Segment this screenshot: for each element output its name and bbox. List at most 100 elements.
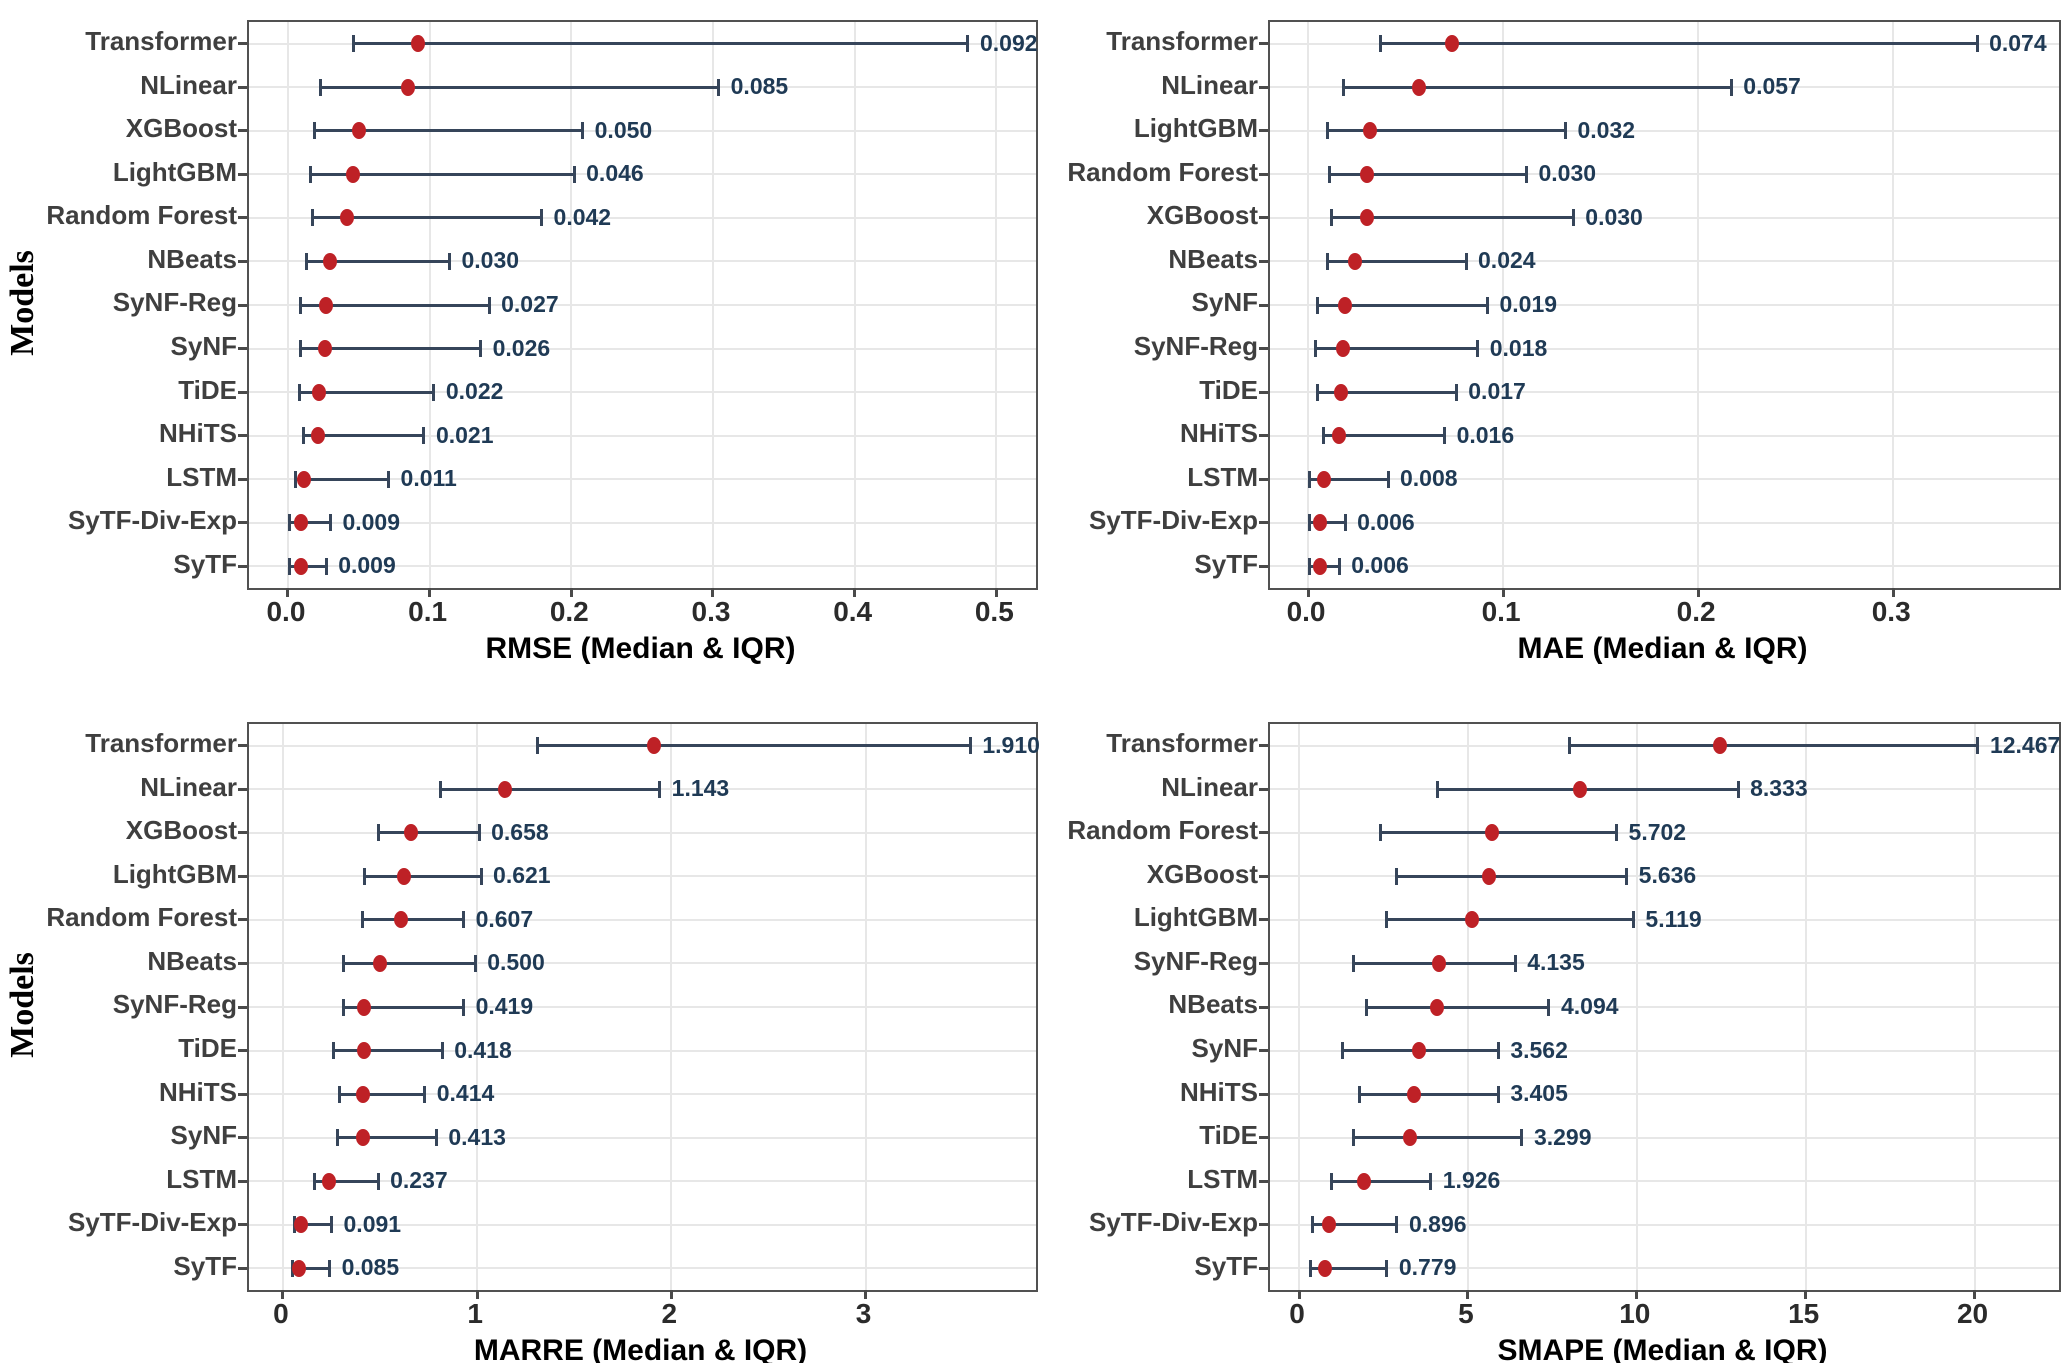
whisker-cap-low bbox=[1311, 1216, 1315, 1234]
median-dot bbox=[1357, 1172, 1372, 1190]
x-tick-label: 2 bbox=[661, 1298, 678, 1329]
x-tick-mark bbox=[1891, 588, 1895, 597]
whisker-cap-high bbox=[968, 737, 972, 755]
y-tick-mark bbox=[238, 1136, 247, 1140]
model-label: NBeats bbox=[1168, 243, 1258, 274]
whisker-cap-low bbox=[1316, 296, 1320, 314]
gridline-horizontal bbox=[249, 347, 1036, 350]
model-label: NHiTS bbox=[1180, 1076, 1258, 1107]
x-tick-label: 20 bbox=[1956, 1298, 1989, 1329]
y-tick-mark bbox=[1259, 1179, 1268, 1183]
whisker-cap-high bbox=[540, 209, 544, 227]
x-tick-mark bbox=[994, 588, 998, 597]
gridline-horizontal bbox=[1270, 434, 2059, 437]
whisker-cap-low bbox=[341, 998, 345, 1016]
whisker-cap-low bbox=[361, 911, 365, 929]
median-dot bbox=[340, 209, 355, 227]
model-label: SyTF bbox=[1194, 1250, 1258, 1281]
y-tick-mark bbox=[238, 1049, 247, 1053]
whisker-cap-low bbox=[337, 1085, 341, 1103]
gridline-horizontal bbox=[1270, 173, 2059, 176]
whisker-cap-low bbox=[1327, 165, 1331, 183]
whisker-cap-high bbox=[324, 557, 328, 575]
median-value-label: 0.621 bbox=[493, 862, 551, 889]
y-tick-mark bbox=[1259, 477, 1268, 481]
gridline-horizontal bbox=[249, 521, 1036, 524]
whisker-cap-low bbox=[287, 557, 291, 575]
gridline-horizontal bbox=[249, 129, 1036, 132]
model-label: SyNF-Reg bbox=[112, 989, 237, 1020]
median-dot bbox=[1338, 296, 1353, 314]
gridline-horizontal bbox=[1270, 831, 2059, 834]
median-dot bbox=[319, 296, 334, 314]
median-dot bbox=[312, 383, 327, 401]
whisker-cap-high bbox=[432, 383, 436, 401]
model-label: LightGBM bbox=[1133, 113, 1258, 144]
model-label: NBeats bbox=[1168, 989, 1258, 1020]
y-tick-mark bbox=[238, 874, 247, 878]
gridline-horizontal bbox=[249, 216, 1036, 219]
median-value-label: 0.418 bbox=[454, 1036, 512, 1063]
whisker-cap-low bbox=[1329, 209, 1333, 227]
median-dot bbox=[1403, 1129, 1418, 1147]
panel-mae: Transformer NLinear LightGBM Random Forest X… bbox=[1035, 0, 2070, 690]
whisker-cap-low bbox=[438, 780, 442, 798]
model-label: XGBoost bbox=[125, 113, 237, 144]
iqr-whisker bbox=[1309, 521, 1346, 525]
iqr-whisker bbox=[333, 1049, 443, 1053]
whisker-cap-high bbox=[328, 1259, 332, 1277]
median-dot bbox=[1334, 383, 1349, 401]
median-dot bbox=[351, 122, 366, 140]
median-value-label: 0.057 bbox=[1743, 73, 1801, 100]
y-tick-mark bbox=[1259, 874, 1268, 878]
whisker-cap-high bbox=[1975, 35, 1979, 53]
median-dot bbox=[293, 1216, 308, 1234]
iqr-whisker bbox=[1317, 303, 1488, 307]
x-tick-label: 0.1 bbox=[1481, 596, 1521, 627]
whisker-cap-low bbox=[293, 470, 297, 488]
gridline-horizontal bbox=[249, 260, 1036, 263]
y-tick-mark bbox=[1259, 744, 1268, 748]
median-value-label: 0.414 bbox=[436, 1080, 495, 1107]
median-dot bbox=[310, 427, 325, 445]
median-value-label: 0.092 bbox=[979, 29, 1038, 56]
model-label: LightGBM bbox=[112, 156, 237, 187]
y-tick-mark bbox=[238, 1092, 247, 1096]
y-tick-mark bbox=[1259, 1223, 1268, 1227]
whisker-cap-high bbox=[1485, 296, 1489, 314]
whisker-cap-high bbox=[1513, 954, 1517, 972]
model-label: SyNF bbox=[170, 330, 237, 361]
median-value-label: 0.896 bbox=[1408, 1210, 1467, 1237]
median-value-label: 0.050 bbox=[594, 116, 653, 143]
y-axis-title-text: Models bbox=[3, 952, 41, 1058]
whisker-cap-high bbox=[1443, 427, 1447, 445]
whisker-cap-high bbox=[462, 998, 466, 1016]
median-value-label: 0.022 bbox=[445, 378, 504, 405]
x-tick-mark bbox=[1696, 588, 1700, 597]
gridline-horizontal bbox=[1270, 918, 2059, 921]
whisker-cap-low bbox=[304, 252, 308, 270]
whisker-cap-high bbox=[1343, 514, 1347, 532]
whisker-cap-high bbox=[1976, 737, 1980, 755]
model-label: Transformer bbox=[85, 728, 237, 759]
median-value-label: 1.926 bbox=[1442, 1167, 1501, 1194]
y-tick-mark bbox=[1259, 129, 1268, 133]
y-tick-mark bbox=[1259, 918, 1268, 922]
model-label: LSTM bbox=[166, 461, 237, 492]
iqr-whisker bbox=[303, 434, 424, 438]
iqr-whisker bbox=[1569, 744, 1978, 748]
median-value-label: 0.021 bbox=[435, 421, 494, 448]
iqr-whisker bbox=[378, 831, 480, 835]
whisker-cap-low bbox=[1341, 78, 1345, 96]
whisker-cap-low bbox=[1314, 340, 1318, 358]
iqr-whisker bbox=[1329, 172, 1527, 176]
y-axis-title-models: Models bbox=[0, 20, 45, 586]
median-value-label: 0.046 bbox=[586, 160, 644, 187]
median-value-label: 0.008 bbox=[1400, 465, 1458, 492]
iqr-whisker bbox=[1343, 85, 1732, 89]
y-tick-mark bbox=[238, 521, 247, 525]
model-label: SyNF-Reg bbox=[1133, 945, 1258, 976]
gridline-horizontal bbox=[1270, 304, 2059, 306]
whisker-cap-low bbox=[309, 165, 313, 183]
model-label: XGBoost bbox=[125, 815, 237, 846]
